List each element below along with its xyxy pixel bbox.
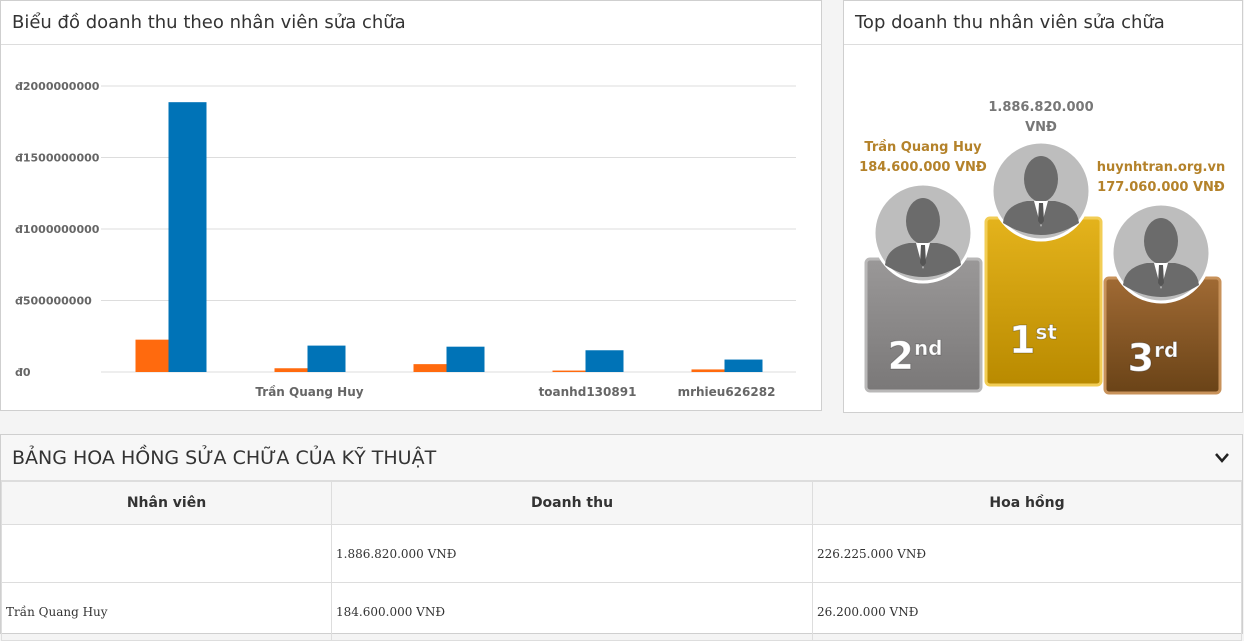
x-tick-label: toanhd130891 [539,385,637,399]
podium-label: 1.886.820.000 [988,100,1093,115]
bar [724,359,763,372]
podium-label: huynhtran.org.vn [1097,160,1225,175]
table-cell: Trần Quang Huy [1,582,332,641]
bar [413,364,447,372]
bar [446,346,485,372]
x-tick-label: mrhieu626282 [678,385,776,399]
avatar-tie [1038,203,1044,225]
x-tick-label: Trần Quang Huy [255,385,363,399]
avatar-head [1144,218,1178,264]
pedestal [984,216,1103,387]
bar [585,350,624,372]
bar [691,369,725,372]
rank: 1st [1009,318,1057,362]
table-cell: 26.200.000 VNĐ [812,582,1242,641]
podium-label: 184.600.000 VNĐ [859,160,987,175]
podium: Trần Quang Huy 184.600.000 VNĐ 2nd 1.886.82… [859,100,1225,395]
header-row: Nhân viên Doanh thu Hoa hồng [1,481,1242,525]
table-cell: 1.886.820.000 VNĐ [331,524,813,583]
podium-label: Trần Quang Huy [864,140,982,155]
rank-number: 1 [1009,318,1035,362]
y-tick-label: đ0 [15,366,31,379]
avatar-head [1024,156,1058,202]
bar [307,345,346,372]
table-title: BẢNG HOA HỒNG SỬA CHỮA CỦA KỸ THUẬT [1,435,1242,481]
rank: 2nd [887,334,942,378]
table-row: Trần Quang Huy 184.600.000 VNĐ 26.200.000 … [1,582,1242,641]
table-panel: BẢNG HOA HỒNG SỬA CHỮA CỦA KỸ THUẬT Nhân… [0,434,1243,641]
podium-label: VNĐ [1025,120,1057,135]
bar [168,102,207,372]
chart-title: Biểu đồ doanh thu theo nhân viên sửa chữ… [1,1,821,45]
bar [552,370,586,372]
y-tick-label: đ1500000000 [15,152,100,165]
y-tick-label: đ2000000000 [15,80,100,93]
rank-suffix: st [1035,320,1057,344]
column-header: Nhân viên [1,481,332,525]
avatar-head [906,198,940,244]
column-header: Doanh thu [331,481,813,525]
table-row: 1.886.820.000 VNĐ 226.225.000 VNĐ [1,524,1242,583]
rank: 3rd [1128,336,1179,380]
table-title-text: BẢNG HOA HỒNG SỬA CHỮA CỦA KỸ THUẬT [12,447,437,469]
chart: đ0 đ500000000 đ1000000000 đ1500000000 đ20000… [15,80,796,399]
bar [274,368,308,372]
y-tick-label: đ500000000 [15,295,92,308]
avatar-tie [920,245,926,267]
table-cell: 226.225.000 VNĐ [812,524,1242,583]
rank-number: 3 [1128,336,1154,380]
chart-panel: Biểu đồ doanh thu theo nhân viên sửa chữ… [0,0,822,411]
podium-title: Top doanh thu nhân viên sửa chữa [844,1,1242,45]
table-cell [1,524,332,583]
podium-panel: Top doanh thu nhân viên sửa chữa Trần Qu… [843,0,1243,413]
commission-table: Nhân viên Doanh thu Hoa hồng 1.886.820.000 … [1,481,1242,641]
bar [135,339,169,372]
rank-number: 2 [887,334,913,378]
collapse-icon[interactable] [1214,452,1230,464]
column-header: Hoa hồng [812,481,1242,525]
podium-label: 177.060.000 VNĐ [1097,180,1225,195]
rank-suffix: nd [914,336,943,360]
rank-suffix: rd [1154,338,1178,362]
y-tick-label: đ1000000000 [15,223,100,236]
avatar-tie [1158,265,1164,287]
